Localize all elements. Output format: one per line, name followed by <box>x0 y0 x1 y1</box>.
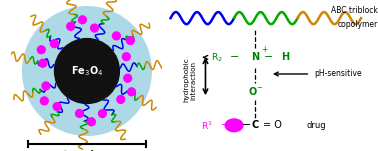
Circle shape <box>117 96 125 103</box>
Text: Fe$_3$O$_4$: Fe$_3$O$_4$ <box>71 64 103 78</box>
Circle shape <box>67 22 74 30</box>
Circle shape <box>51 40 58 48</box>
Text: −: − <box>229 52 239 62</box>
Text: tens of nm: tens of nm <box>64 150 110 151</box>
Text: −: − <box>264 52 274 62</box>
Circle shape <box>128 88 135 96</box>
Text: −: − <box>242 120 251 130</box>
Circle shape <box>99 110 106 117</box>
Text: drug: drug <box>306 121 326 130</box>
Text: −: − <box>221 120 230 130</box>
Circle shape <box>91 24 98 32</box>
Text: O$^{-}$: O$^{-}$ <box>248 85 263 97</box>
Text: = O: = O <box>263 120 282 130</box>
Circle shape <box>113 32 120 40</box>
Text: C: C <box>252 120 259 130</box>
Text: pH-sensitive: pH-sensitive <box>314 69 362 79</box>
Circle shape <box>37 46 45 54</box>
Text: N: N <box>251 52 259 62</box>
Text: R$_2$: R$_2$ <box>211 51 223 64</box>
Text: ABC triblock: ABC triblock <box>331 6 378 15</box>
Circle shape <box>122 53 130 61</box>
Text: H: H <box>281 52 289 62</box>
Circle shape <box>54 39 119 103</box>
Circle shape <box>39 59 47 67</box>
Text: +: + <box>262 45 268 54</box>
Text: hydrophobic
interaction: hydrophobic interaction <box>183 58 196 102</box>
Circle shape <box>23 7 151 135</box>
Circle shape <box>127 37 134 44</box>
Circle shape <box>79 16 86 24</box>
Circle shape <box>53 103 61 111</box>
Text: R$^1$: R$^1$ <box>201 119 212 132</box>
Circle shape <box>87 118 95 126</box>
Circle shape <box>124 74 132 82</box>
Circle shape <box>40 97 48 105</box>
Circle shape <box>76 109 84 117</box>
Circle shape <box>42 82 50 90</box>
Text: copolymer: copolymer <box>338 20 378 29</box>
Circle shape <box>225 119 243 132</box>
